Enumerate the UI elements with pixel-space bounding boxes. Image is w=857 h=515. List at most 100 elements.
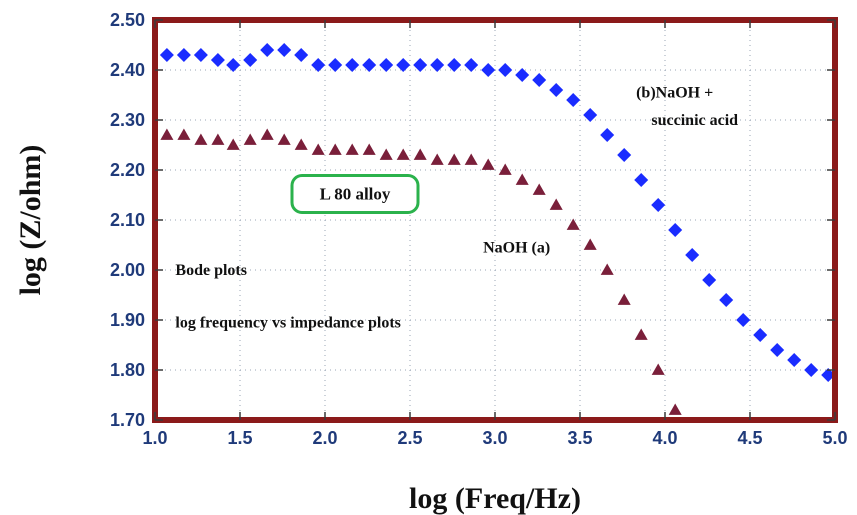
data-point-diamond: [549, 83, 564, 97]
x-tick-label: 3.0: [482, 428, 507, 448]
data-point-diamond: [243, 53, 258, 67]
data-point-diamond: [566, 93, 581, 107]
data-point-diamond: [159, 48, 174, 62]
data-point-diamond: [515, 68, 530, 82]
data-point-triangle: [177, 128, 191, 140]
data-point-diamond: [345, 58, 360, 72]
y-tick-label: 1.90: [110, 310, 145, 330]
data-point-triangle: [549, 198, 563, 210]
data-point-triangle: [600, 263, 614, 275]
data-point-diamond: [396, 58, 411, 72]
y-tick-label: 2.10: [110, 210, 145, 230]
data-point-diamond: [464, 58, 479, 72]
data-point-diamond: [193, 48, 208, 62]
data-point-diamond: [447, 58, 462, 72]
data-point-diamond: [498, 63, 513, 77]
data-point-triangle: [668, 403, 682, 415]
annotation-text: Bode plots: [175, 262, 247, 279]
data-point-triangle: [566, 218, 580, 230]
annotation-text: NaOH (a): [483, 240, 550, 257]
annotation-text: succinic acid: [651, 112, 738, 129]
x-tick-label: 2.0: [312, 428, 337, 448]
y-tick-label: 2.20: [110, 160, 145, 180]
data-point-diamond: [685, 248, 700, 262]
data-point-diamond: [328, 58, 343, 72]
data-point-triangle: [311, 143, 325, 155]
y-tick-label: 1.80: [110, 360, 145, 380]
y-tick-label: 2.00: [110, 260, 145, 280]
data-point-triangle: [634, 328, 648, 340]
data-point-triangle: [583, 238, 597, 250]
boxed-label-frame: [290, 174, 420, 214]
data-point-diamond: [617, 148, 632, 162]
boxed-label-text: L 80 alloy: [320, 185, 391, 204]
data-point-triangle: [464, 153, 478, 165]
data-point-triangle: [498, 163, 512, 175]
data-point-triangle: [294, 138, 308, 150]
x-tick-label: 3.5: [567, 428, 592, 448]
data-point-triangle: [447, 153, 461, 165]
x-tick-label: 5.0: [822, 428, 847, 448]
y-tick-label: 2.40: [110, 60, 145, 80]
data-point-triangle: [651, 363, 665, 375]
data-point-triangle: [362, 143, 376, 155]
x-axis-label: log (Freq/Hz): [409, 482, 581, 515]
data-point-triangle: [430, 153, 444, 165]
data-point-diamond: [481, 63, 496, 77]
data-point-diamond: [736, 313, 751, 327]
data-point-triangle: [379, 148, 393, 160]
data-point-triangle: [194, 133, 208, 145]
data-point-diamond: [210, 53, 225, 67]
x-tick-label: 4.5: [737, 428, 762, 448]
data-point-triangle: [532, 183, 546, 195]
x-tick-label: 1.5: [227, 428, 252, 448]
data-point-diamond: [821, 368, 836, 382]
data-point-diamond: [634, 173, 649, 187]
data-point-triangle: [260, 128, 274, 140]
data-point-diamond: [294, 48, 309, 62]
data-point-diamond: [787, 353, 802, 367]
data-point-triangle: [413, 148, 427, 160]
data-point-triangle: [328, 143, 342, 155]
data-point-diamond: [532, 73, 547, 87]
data-point-diamond: [770, 343, 785, 357]
data-point-diamond: [176, 48, 191, 62]
data-point-diamond: [311, 58, 326, 72]
data-point-triangle: [345, 143, 359, 155]
y-tick-label: 2.50: [110, 10, 145, 30]
data-point-diamond: [651, 198, 666, 212]
y-tick-label: 1.70: [110, 410, 145, 430]
data-point-triangle: [481, 158, 495, 170]
data-point-triangle: [277, 133, 291, 145]
y-axis-label: log (Z/ohm): [14, 145, 47, 296]
data-point-diamond: [583, 108, 598, 122]
data-point-diamond: [719, 293, 734, 307]
data-point-triangle: [396, 148, 410, 160]
data-point-diamond: [753, 328, 768, 342]
data-point-triangle: [226, 138, 240, 150]
data-point-triangle: [160, 128, 174, 140]
data-point-triangle: [211, 133, 225, 145]
x-tick-label: 2.5: [397, 428, 422, 448]
x-tick-label: 1.0: [142, 428, 167, 448]
data-point-diamond: [430, 58, 445, 72]
data-point-diamond: [600, 128, 615, 142]
data-point-diamond: [804, 363, 819, 377]
data-point-diamond: [260, 43, 275, 57]
data-point-triangle: [515, 173, 529, 185]
data-point-diamond: [413, 58, 428, 72]
data-point-triangle: [243, 133, 257, 145]
data-point-diamond: [702, 273, 717, 287]
annotation-text: (b)NaOH +: [636, 85, 713, 102]
data-point-diamond: [277, 43, 292, 57]
x-tick-label: 4.0: [652, 428, 677, 448]
y-tick-label: 2.30: [110, 110, 145, 130]
data-point-diamond: [226, 58, 241, 72]
annotation-text: log frequency vs impedance plots: [175, 315, 400, 332]
data-point-triangle: [617, 293, 631, 305]
data-point-diamond: [362, 58, 377, 72]
data-point-diamond: [668, 223, 683, 237]
data-point-diamond: [379, 58, 394, 72]
